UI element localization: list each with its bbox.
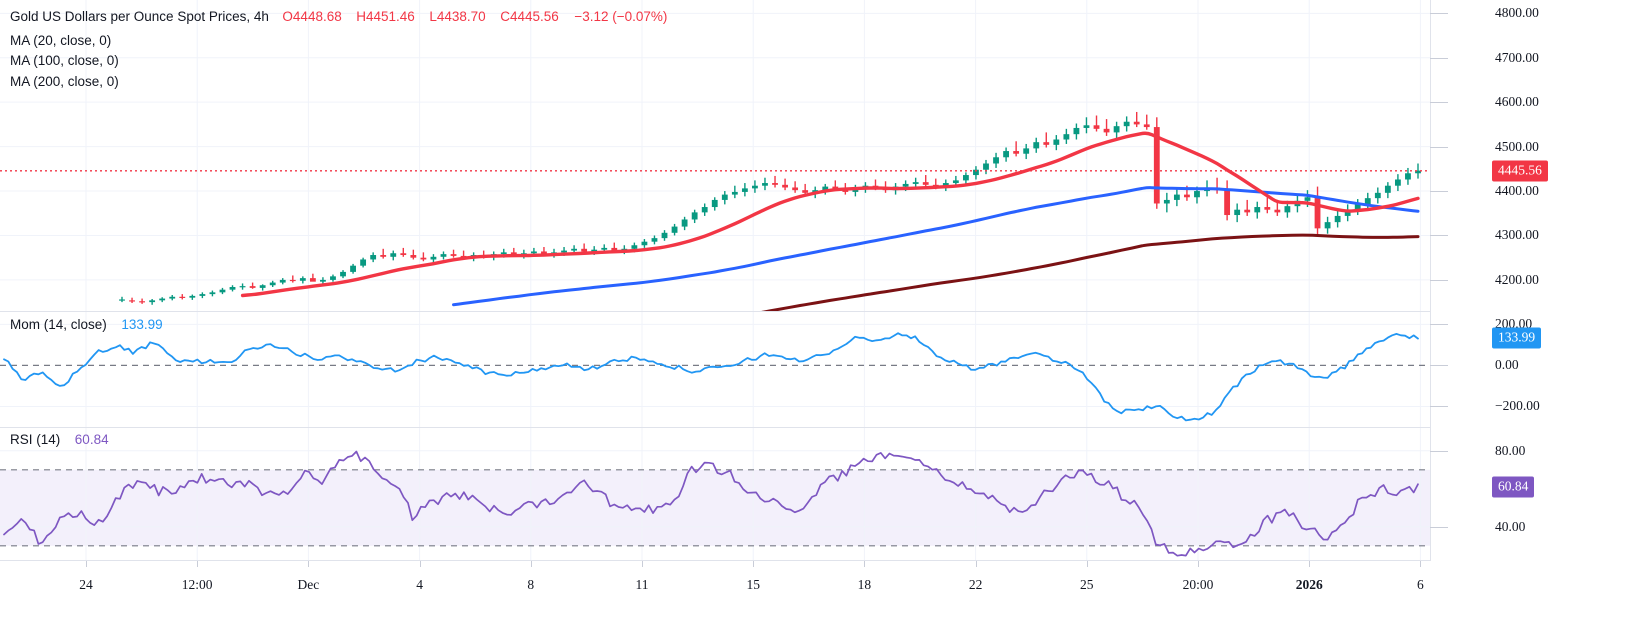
time-axis-tickmark-10: [1198, 561, 1199, 567]
rsi-plot[interactable]: [0, 428, 1430, 561]
symbol-title: Gold US Dollars per Ounce Spot Prices, 4…: [10, 9, 269, 24]
time-axis-tick-7: 18: [857, 577, 872, 592]
time-axis-tickmark-9: [1086, 561, 1088, 567]
time-axis-tick-0: 24: [79, 577, 93, 592]
time-axis-tickmark-8: [975, 561, 977, 567]
momentum-legend-value: 133.99: [121, 317, 163, 332]
time-axis[interactable]: 24 12:00 Dec 4 8 11 15 18 22 25 20:00 2026 6: [0, 561, 1632, 619]
time-axis-tickmark-0: [86, 561, 87, 567]
time-axis-tickmark-7: [864, 561, 866, 567]
price-plot[interactable]: [0, 0, 1430, 311]
price-change: −3.12 (−0.07%): [574, 9, 668, 24]
time-axis-tickmark-2: [308, 561, 310, 567]
rsi-legend-title: RSI (14): [10, 432, 61, 447]
price-axis-separator: [1430, 0, 1431, 619]
price-legend[interactable]: Gold US Dollars per Ounce Spot Prices, 4…: [10, 9, 667, 24]
time-axis-tick-4: 8: [527, 577, 535, 592]
time-axis-tick-11: 2026: [1295, 577, 1323, 592]
time-axis-tickmark-6: [753, 561, 755, 567]
time-axis-tickmark-4: [530, 561, 532, 567]
time-axis-tick-6: 15: [746, 577, 760, 592]
momentum-plot[interactable]: [0, 312, 1430, 427]
ohlc-close: C4445.56: [500, 9, 559, 24]
pane-separator-price-momentum: [0, 311, 1430, 312]
time-axis-tick-8: 22: [968, 577, 983, 592]
time-axis-tickmark-1: [197, 561, 199, 567]
pane-separator-momentum-rsi: [0, 427, 1430, 428]
time-axis-tick-3: 4: [416, 577, 423, 592]
momentum-pane[interactable]: [0, 312, 1632, 427]
ohlc-low: L4438.70: [429, 9, 486, 24]
time-axis-tick-12: 6: [1417, 577, 1424, 592]
time-axis-tickmark-3: [419, 561, 421, 567]
pane-separator-rsi-xaxis: [0, 560, 1430, 561]
time-axis-tickmark-12: [1420, 561, 1422, 567]
time-axis-tickmark-11: [1309, 561, 1311, 567]
time-axis-tick-9: 25: [1080, 577, 1094, 592]
time-axis-tick-2: Dec: [297, 577, 320, 592]
time-axis-tick-1: 12:00: [181, 577, 213, 592]
rsi-legend[interactable]: RSI (14) 60.84: [10, 432, 109, 447]
time-axis-tick-5: 11: [635, 577, 649, 592]
ma200-legend[interactable]: MA (200, close, 0): [10, 74, 119, 89]
momentum-legend[interactable]: Mom (14, close) 133.99: [10, 317, 163, 332]
rsi-pane[interactable]: [0, 428, 1632, 561]
time-axis-tick-10: 20:00: [1182, 577, 1214, 592]
ma100-legend[interactable]: MA (100, close, 0): [10, 53, 119, 68]
ohlc-high: H4451.46: [356, 9, 415, 24]
rsi-legend-value: 60.84: [74, 432, 109, 447]
time-axis-tickmark-5: [642, 561, 643, 567]
ohlc-open: O4448.68: [282, 9, 342, 24]
ma20-legend[interactable]: MA (20, close, 0): [10, 33, 112, 48]
momentum-legend-title: Mom (14, close): [10, 317, 107, 332]
price-pane[interactable]: [0, 0, 1632, 311]
